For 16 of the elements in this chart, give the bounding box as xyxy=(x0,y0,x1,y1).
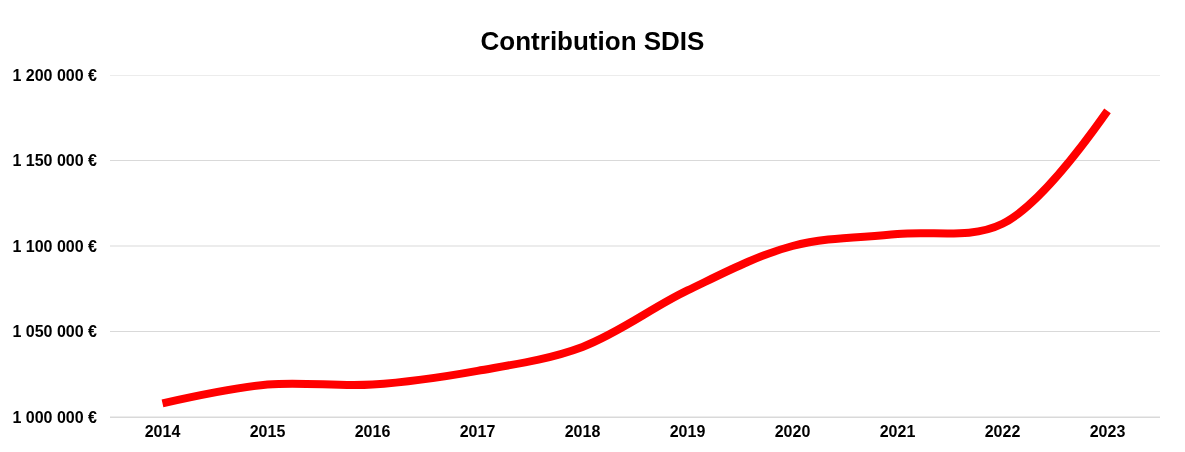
x-tick-label: 2019 xyxy=(669,423,706,441)
x-tick-label: 2014 xyxy=(144,423,181,441)
x-tick-label: 2015 xyxy=(249,423,286,441)
x-tick-label: 2022 xyxy=(984,423,1021,441)
x-tick-label: 2020 xyxy=(774,423,811,441)
y-tick-label: 1 200 000 € xyxy=(12,66,98,84)
y-tick-label: 1 000 000 € xyxy=(12,408,98,426)
chart-title: Contribution SDIS xyxy=(480,25,705,56)
x-tick-label: 2016 xyxy=(354,423,391,441)
y-tick-label: 1 100 000 € xyxy=(12,237,98,255)
y-tick-label: 1 150 000 € xyxy=(12,152,98,170)
x-tick-label: 2018 xyxy=(564,423,601,441)
x-tick-label: 2017 xyxy=(459,423,496,441)
y-tick-label: 1 050 000 € xyxy=(12,323,98,341)
x-tick-label: 2023 xyxy=(1089,423,1126,441)
x-tick-label: 2021 xyxy=(879,423,916,441)
